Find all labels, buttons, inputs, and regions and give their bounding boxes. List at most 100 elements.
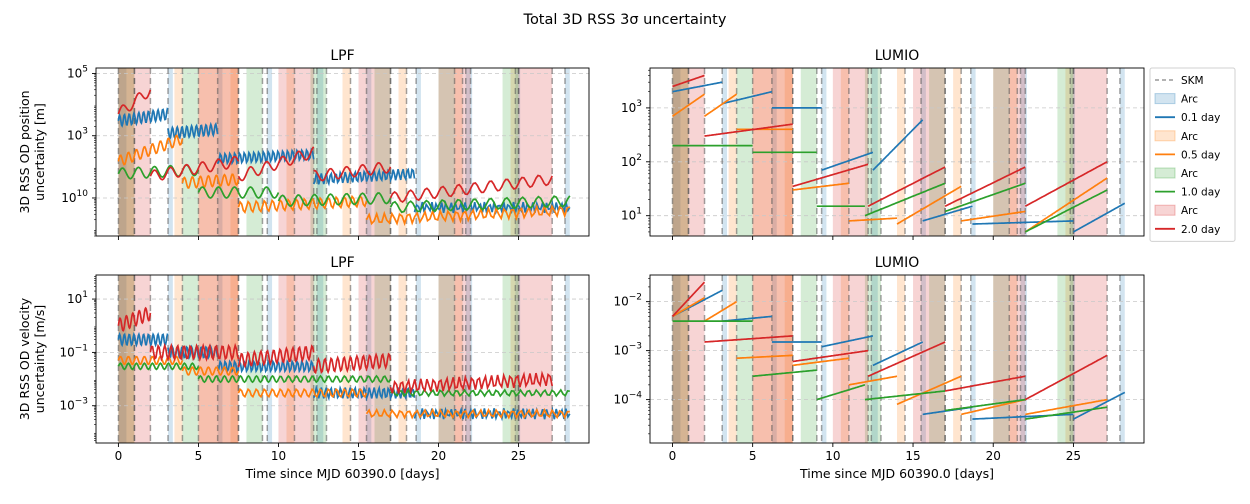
arc-band — [198, 68, 239, 236]
panel-title: LUMIO — [875, 48, 920, 64]
arc-band — [672, 68, 681, 236]
series-line-2-0-day — [672, 74, 1108, 207]
arc-band — [515, 275, 521, 443]
x-tick-label: 0 — [669, 449, 677, 463]
arc-band — [832, 68, 869, 236]
arc-band — [454, 68, 463, 236]
legend-label: SKM — [1181, 75, 1204, 87]
arc-band — [502, 275, 519, 443]
arc-band — [771, 275, 777, 443]
arc-band — [752, 275, 793, 443]
arc-band — [1065, 275, 1074, 443]
series-line-0-5-day — [117, 355, 570, 420]
legend-swatch — [1154, 93, 1176, 105]
y-tick-label: 10−2 — [613, 293, 642, 309]
x-axis-label: Time since MJD 60390.0 [days] — [244, 466, 439, 481]
arc-band — [1020, 68, 1027, 236]
arc-band — [1119, 68, 1125, 236]
arc-band — [821, 275, 827, 443]
arc-band — [366, 68, 372, 236]
arc-band — [198, 68, 239, 236]
series-group — [117, 89, 571, 227]
arc-band — [736, 68, 753, 236]
y-tick-label: 101 — [67, 290, 88, 306]
arc-band — [672, 275, 689, 443]
x-tick-label: 10 — [825, 449, 840, 463]
plot-frame — [95, 274, 590, 444]
legend-label: Arc — [1181, 131, 1198, 143]
legend-label: 0.5 day — [1181, 149, 1220, 161]
arc-band — [342, 68, 351, 236]
legend: SKM Arc 0.1 day Arc 0.5 day Arc 1.0 day Arc 2.0 … — [1149, 67, 1236, 242]
legend-frame — [1149, 67, 1236, 242]
arc-band — [672, 275, 681, 443]
x-tick-label: 0 — [115, 449, 123, 463]
chart-panel-3: LPF 0 5 10 15 20 25 Time since MJD 60390.0 [day… — [17, 255, 590, 481]
arc-band — [217, 68, 223, 236]
legend-swatch — [1154, 204, 1176, 216]
series-group — [117, 306, 571, 422]
arc-band — [728, 275, 737, 443]
y-tick-label: 103 — [621, 99, 642, 115]
chart-panel-1: LPF 1010 103 105 3D RSS OD positionuncertain… — [17, 48, 590, 240]
series-line-0-1-day — [672, 81, 1126, 233]
legend-label: 1.0 day — [1181, 187, 1220, 199]
arc-band — [913, 275, 946, 443]
series-line-1-0-day — [117, 164, 571, 214]
arc-band — [1070, 275, 1076, 443]
series-group — [671, 281, 1126, 420]
x-axis-label: Time since MJD 60390.0 [days] — [799, 466, 994, 481]
series-line-2-0-day — [117, 89, 553, 204]
arc-band — [897, 275, 906, 443]
series-line-0-5-day — [117, 134, 571, 227]
arc-band — [1065, 68, 1074, 236]
arc-band — [398, 275, 407, 443]
y-tick-label: 10−1 — [59, 343, 88, 359]
arc-band — [374, 275, 391, 443]
series-line-0-5-day — [672, 297, 1108, 416]
legend-label: 0.1 day — [1181, 112, 1220, 124]
arc-band — [913, 68, 946, 236]
legend-swatch — [1154, 130, 1176, 142]
arc-band — [416, 275, 421, 443]
series-line-0-5-day — [671, 93, 1108, 233]
arc-band — [871, 275, 878, 443]
figure-title: Total 3D RSS 3σ uncertainty — [523, 12, 727, 28]
arc-band — [564, 275, 570, 443]
x-tick-label: 15 — [351, 449, 366, 463]
arc-band — [821, 68, 827, 236]
arc-band — [1119, 275, 1125, 443]
arc-band — [1057, 275, 1074, 443]
series-line-1-0-day — [672, 144, 1108, 233]
arc-band — [502, 68, 519, 236]
arc-band — [515, 68, 521, 236]
arc-band — [897, 68, 906, 236]
arc-band — [672, 68, 689, 236]
legend-swatch — [1154, 167, 1176, 179]
x-tick-label: 15 — [905, 449, 920, 463]
panel-title: LUMIO — [875, 255, 920, 271]
series-line-1-0-day — [672, 320, 1108, 420]
legend-label: 2.0 day — [1181, 224, 1220, 236]
arc-band — [921, 68, 926, 236]
series-line-1-0-day — [117, 362, 570, 398]
x-tick-label: 20 — [986, 449, 1001, 463]
arc-band — [316, 68, 324, 236]
arc-band — [953, 275, 962, 443]
arc-band — [1020, 275, 1027, 443]
plot-frame — [649, 274, 1145, 444]
legend-label: Arc — [1181, 168, 1198, 180]
arc-band — [465, 68, 473, 236]
series-line-2-0-day — [671, 281, 1108, 401]
y-axis-label: 3D RSS OD positionuncertainty [m] — [17, 90, 47, 213]
arc-band — [246, 275, 263, 443]
chart-panel-2: LUMIO 101 102 103 — [621, 48, 1145, 240]
y-tick-label: 10−3 — [613, 342, 642, 358]
arc-band — [438, 68, 455, 236]
arc-band — [784, 275, 793, 443]
arc-band — [564, 68, 570, 236]
arc-band — [342, 275, 351, 443]
arc-band — [840, 68, 849, 236]
arc-band — [454, 275, 463, 443]
